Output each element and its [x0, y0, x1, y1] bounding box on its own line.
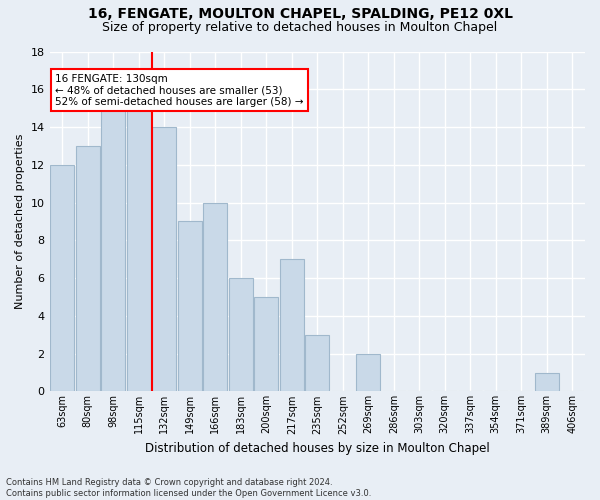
Bar [254, 297, 278, 392]
Text: Size of property relative to detached houses in Moulton Chapel: Size of property relative to detached ho… [103, 21, 497, 34]
Bar [535, 372, 559, 392]
Text: 16, FENGATE, MOULTON CHAPEL, SPALDING, PE12 0XL: 16, FENGATE, MOULTON CHAPEL, SPALDING, P… [88, 8, 512, 22]
Bar [203, 202, 227, 392]
Bar [178, 222, 202, 392]
Bar [127, 108, 151, 392]
Text: Contains HM Land Registry data © Crown copyright and database right 2024.
Contai: Contains HM Land Registry data © Crown c… [6, 478, 371, 498]
Bar [50, 165, 74, 392]
Bar [280, 259, 304, 392]
X-axis label: Distribution of detached houses by size in Moulton Chapel: Distribution of detached houses by size … [145, 442, 490, 455]
Bar [101, 108, 125, 392]
Bar [229, 278, 253, 392]
Y-axis label: Number of detached properties: Number of detached properties [15, 134, 25, 309]
Bar [356, 354, 380, 392]
Bar [305, 334, 329, 392]
Bar [152, 127, 176, 392]
Text: 16 FENGATE: 130sqm
← 48% of detached houses are smaller (53)
52% of semi-detache: 16 FENGATE: 130sqm ← 48% of detached hou… [55, 74, 304, 107]
Bar [76, 146, 100, 392]
